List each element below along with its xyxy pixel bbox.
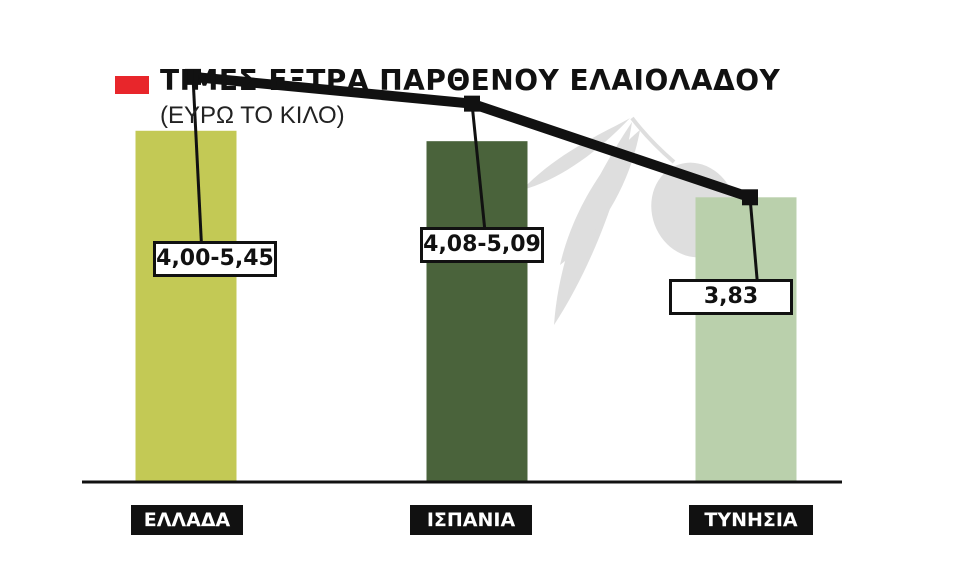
legend-swatch: [115, 76, 149, 94]
bar-tynisia: [695, 197, 797, 482]
chart-title: ΤΙΜΕΣ ΕΞΤΡΑ ΠΑΡΘΕΝΟΥ ΕΛΑΙΟΛΑΔΟΥ: [160, 64, 781, 97]
bar-ellada: [135, 130, 237, 482]
chart-subtitle: (ΕΥΡΩ ΤΟ ΚΙΛΟ): [160, 102, 345, 129]
line-marker-ellada: [185, 68, 201, 85]
data-label-tynisia: 3,83: [669, 279, 793, 315]
category-label-tynisia: ΤΥΝΗΣΙΑ: [689, 505, 813, 535]
bar-ispania: [426, 141, 528, 482]
data-label-elláda: 4,00-5,45: [153, 241, 277, 277]
data-label-ispania: 4,08-5,09: [420, 227, 544, 263]
line-marker-ispania: [464, 95, 480, 112]
category-label-elláda: ΕΛΛΑΔΑ: [131, 505, 243, 535]
category-label-ispania: ΙΣΠΑΝΙΑ: [410, 505, 532, 535]
line-marker-tynisia: [742, 189, 758, 206]
